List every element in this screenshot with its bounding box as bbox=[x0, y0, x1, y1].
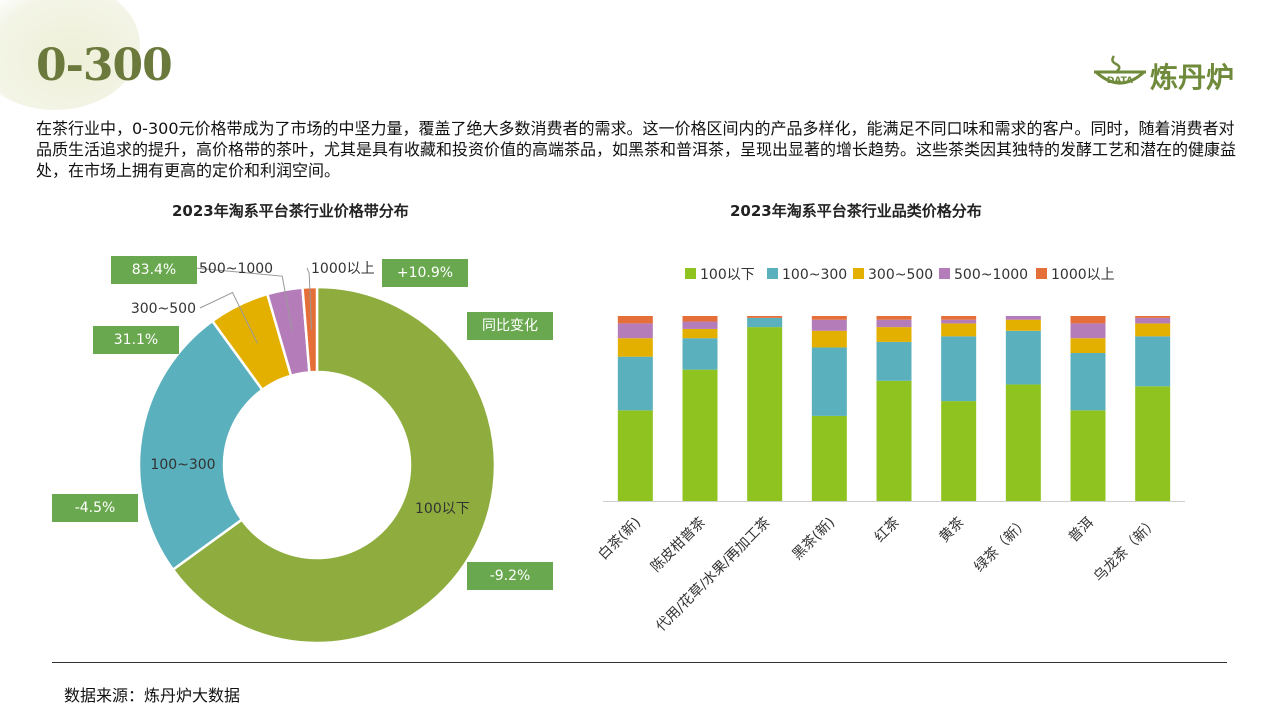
legend-label-0: 100以下 bbox=[700, 267, 755, 283]
bar-category-label-8: 乌龙茶（新） bbox=[1091, 515, 1162, 586]
bar-segment-4-0 bbox=[876, 380, 912, 501]
bar-category-label-6: 绿茶（新） bbox=[971, 515, 1032, 576]
bar-segment-8-3 bbox=[1135, 317, 1171, 324]
bar-segment-6-0 bbox=[1005, 384, 1041, 501]
footer-divider bbox=[52, 662, 1227, 663]
donut-label-1: 100~300 bbox=[150, 457, 215, 473]
bar-segment-4-2 bbox=[876, 327, 912, 342]
bar-segment-6-1 bbox=[1005, 330, 1041, 385]
donut-label-4: 1000以上 bbox=[311, 261, 375, 277]
bar-segment-7-1 bbox=[1070, 353, 1106, 411]
bar-segment-3-4 bbox=[811, 316, 847, 320]
bar-segment-2-1 bbox=[747, 317, 783, 328]
bar-segment-3-1 bbox=[811, 347, 847, 416]
bar-segment-5-3 bbox=[941, 319, 977, 324]
legend-swatch-0 bbox=[685, 268, 696, 279]
intro-paragraph: 在茶行业中，0-300元价格带成为了市场的中坚力量，覆盖了绝大多数消费者的需求。… bbox=[36, 119, 1237, 180]
bar-segment-8-1 bbox=[1135, 336, 1171, 387]
legend-swatch-3 bbox=[939, 268, 950, 279]
bar-segment-8-4 bbox=[1135, 316, 1171, 318]
bar-segment-0-0 bbox=[617, 410, 653, 501]
bar-segment-5-2 bbox=[941, 323, 977, 337]
yoy-tag-100-300: -4.5% bbox=[52, 494, 138, 522]
donut-slice-1 bbox=[137, 319, 265, 572]
yoy-tag-500-1000: 83.4% bbox=[111, 256, 197, 284]
logo-text: 炼丹炉 bbox=[1150, 61, 1235, 94]
bar-segment-3-0 bbox=[811, 415, 847, 501]
legend-label-1: 100~300 bbox=[782, 267, 847, 283]
bar-segment-5-0 bbox=[941, 401, 977, 501]
legend-label-4: 1000以上 bbox=[1051, 267, 1115, 283]
legend-swatch-2 bbox=[853, 268, 864, 279]
bar-segment-1-0 bbox=[682, 369, 718, 501]
bar-chart-title: 2023年淘系平台茶行业品类价格分布 bbox=[730, 202, 982, 220]
bar-segment-7-3 bbox=[1070, 323, 1106, 339]
bar-segment-6-3 bbox=[1005, 316, 1041, 320]
donut-chart-title: 2023年淘系平台茶行业价格带分布 bbox=[172, 202, 409, 220]
bar-segment-1-4 bbox=[682, 316, 718, 322]
bar-segment-4-1 bbox=[876, 341, 912, 381]
donut-slice-0 bbox=[171, 285, 497, 645]
donut-slice-4 bbox=[301, 285, 319, 374]
bar-segment-5-1 bbox=[941, 336, 977, 402]
data-source: 数据来源：炼丹炉大数据 bbox=[64, 686, 241, 705]
bar-category-label-0: 白茶(新) bbox=[595, 515, 644, 564]
bar-segment-0-1 bbox=[617, 356, 653, 411]
bar-segment-1-2 bbox=[682, 328, 718, 339]
logo-icon: DATA bbox=[1094, 55, 1146, 86]
legend-swatch-4 bbox=[1036, 268, 1047, 279]
bar-segment-8-0 bbox=[1135, 386, 1171, 501]
bar-category-label-4: 红茶 bbox=[872, 515, 903, 546]
bar-category-label-2: 代用/花草/水果/再加工茶 bbox=[653, 515, 773, 635]
donut-label-2: 300~500 bbox=[131, 301, 196, 317]
leader-line-3 bbox=[194, 267, 293, 332]
bar-category-label-5: 黄茶 bbox=[936, 514, 968, 546]
bar-segment-8-2 bbox=[1135, 323, 1171, 337]
bar-segment-7-0 bbox=[1070, 410, 1106, 501]
yoy-tag-1000-above: +10.9% bbox=[382, 259, 468, 287]
brand-logo: DATA 炼丹炉 bbox=[1090, 50, 1250, 100]
bar-segment-2-4 bbox=[747, 316, 783, 318]
bar-segment-1-1 bbox=[682, 338, 718, 370]
donut-label-0: 100以下 bbox=[415, 501, 470, 517]
bar-category-label-3: 黑茶(新) bbox=[789, 515, 838, 564]
bar-segment-6-2 bbox=[1005, 319, 1041, 331]
donut-label-3: 500~1000 bbox=[199, 261, 273, 277]
bar-segment-0-2 bbox=[617, 338, 653, 357]
bar-segment-0-3 bbox=[617, 323, 653, 339]
bar-segment-1-3 bbox=[682, 321, 718, 329]
bar-segment-5-4 bbox=[941, 316, 977, 320]
legend-label-3: 500~1000 bbox=[954, 267, 1028, 283]
page-title: 0-300 bbox=[36, 40, 173, 91]
yoy-tag-300-500: 31.1% bbox=[93, 326, 179, 354]
bar-segment-2-0 bbox=[747, 327, 783, 501]
legend-label-2: 300~500 bbox=[868, 267, 933, 283]
bar-segment-7-4 bbox=[1070, 316, 1106, 324]
yoy-legend-tag: 同比变化 bbox=[467, 312, 553, 340]
bar-segment-3-3 bbox=[811, 319, 847, 331]
yoy-tag-100-below: -9.2% bbox=[467, 562, 553, 590]
bar-category-label-1: 陈皮柑普茶 bbox=[647, 514, 709, 576]
leader-line-2 bbox=[199, 291, 258, 344]
bar-segment-0-4 bbox=[617, 316, 653, 324]
bar-segment-3-2 bbox=[811, 330, 847, 348]
bar-category-label-7: 普洱 bbox=[1066, 515, 1097, 546]
logo-badge: DATA bbox=[1107, 76, 1133, 86]
leader-line-4 bbox=[306, 267, 312, 330]
bar-segment-7-2 bbox=[1070, 338, 1106, 353]
bar-segment-4-3 bbox=[876, 319, 912, 328]
legend-swatch-1 bbox=[767, 268, 778, 279]
bar-segment-4-4 bbox=[876, 316, 912, 320]
